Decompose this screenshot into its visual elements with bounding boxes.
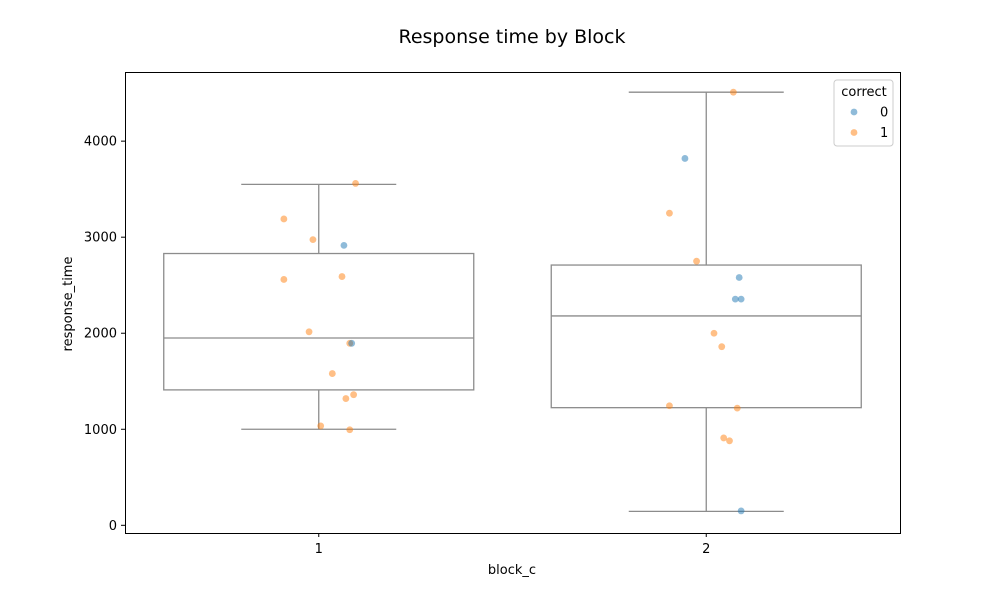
y-tick-label: 0 — [109, 519, 117, 534]
data-point — [352, 180, 359, 187]
data-point — [737, 295, 745, 303]
data-point — [338, 273, 346, 280]
y-tick-label: 1000 — [84, 423, 117, 438]
legend-label: 1 — [880, 126, 888, 141]
data-point — [733, 404, 741, 412]
axes-frame — [125, 72, 901, 534]
data-point — [729, 88, 737, 96]
data-point — [346, 426, 354, 434]
legend-box — [833, 79, 894, 147]
y-axis-label: response_time — [61, 257, 76, 352]
box-iqr — [550, 264, 862, 409]
data-point — [280, 215, 288, 223]
data-point — [731, 295, 739, 303]
data-point — [693, 257, 700, 265]
data-point — [681, 155, 689, 162]
plot-area — [163, 88, 862, 515]
box-group-2 — [550, 91, 862, 513]
y-tick-label: 3000 — [84, 231, 117, 246]
legend: correct 0 1 — [833, 79, 894, 147]
data-point — [710, 329, 718, 337]
y-axis: 0 1000 2000 3000 4000 — [84, 135, 125, 534]
data-point — [666, 402, 673, 410]
box-group-1 — [163, 183, 475, 430]
data-point — [350, 391, 358, 399]
data-point — [309, 236, 317, 243]
legend-title: correct — [841, 85, 887, 100]
y-tick-label: 2000 — [84, 327, 117, 342]
data-point — [328, 370, 336, 377]
data-point — [317, 422, 325, 430]
chart-title: Response time by Block — [399, 26, 626, 48]
data-point — [735, 274, 743, 281]
data-point — [305, 328, 313, 336]
data-point — [726, 437, 733, 445]
data-point — [718, 343, 726, 351]
x-axis-label: block_c — [488, 563, 536, 578]
x-tick-label: 1 — [315, 542, 323, 557]
data-point — [280, 276, 288, 283]
data-point — [342, 395, 350, 402]
data-point — [348, 339, 356, 347]
y-tick-label: 4000 — [84, 135, 117, 150]
x-tick-label: 2 — [702, 542, 710, 557]
box-iqr — [163, 252, 475, 391]
legend-label: 0 — [880, 106, 888, 121]
data-point — [666, 209, 673, 217]
data-point — [720, 434, 728, 442]
legend-marker — [850, 129, 858, 136]
data-point — [737, 507, 745, 515]
data-point — [340, 241, 348, 249]
legend-marker — [850, 108, 858, 116]
